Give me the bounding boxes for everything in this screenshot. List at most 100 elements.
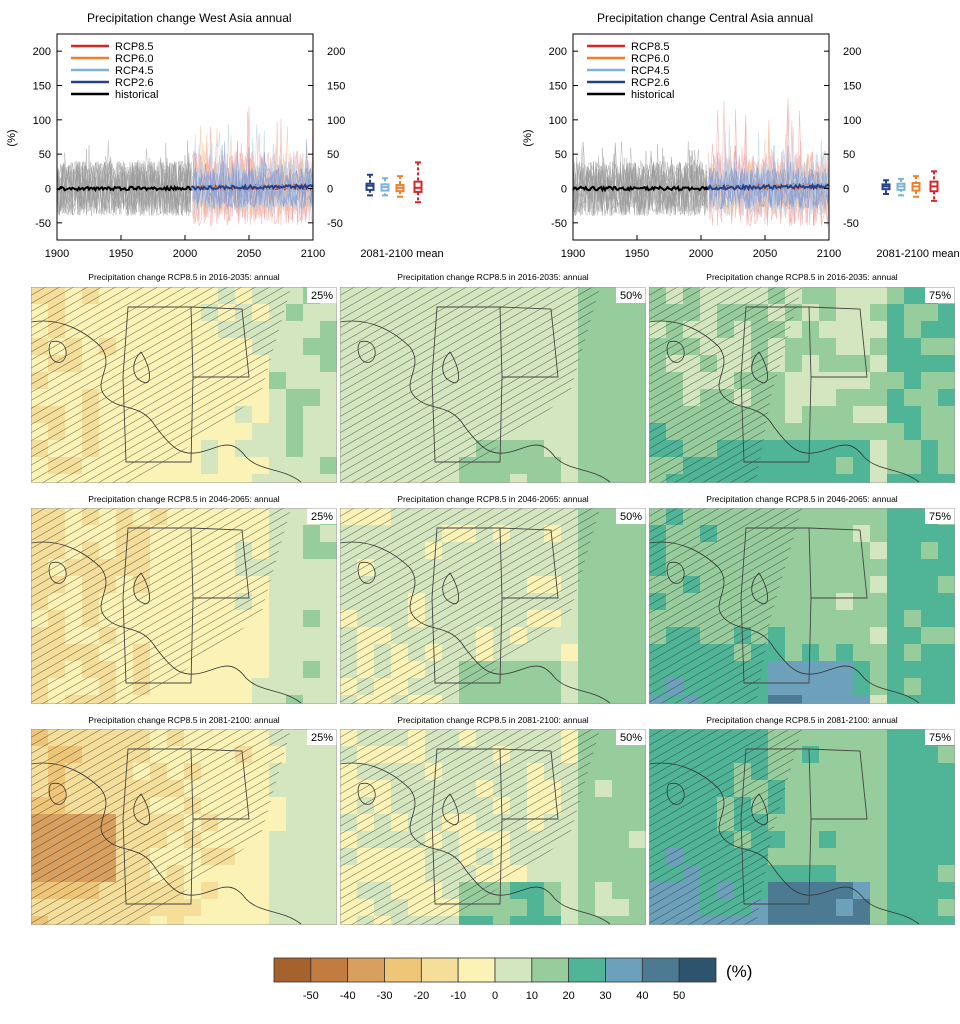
map-cell — [595, 287, 613, 305]
map-cell — [921, 763, 939, 781]
map-cell — [887, 882, 905, 900]
map-cell — [320, 406, 337, 424]
map-cell — [476, 457, 494, 475]
black-sea-outline — [666, 782, 685, 805]
map-cell — [870, 406, 888, 424]
map-cell — [303, 661, 321, 679]
map-cell — [476, 474, 494, 483]
map-cell — [819, 644, 837, 662]
map-cell — [802, 287, 820, 305]
map-cell — [887, 695, 905, 704]
map-cell — [870, 661, 888, 679]
map-cell — [853, 899, 871, 917]
map-cell — [252, 627, 270, 645]
map-cell — [167, 695, 185, 704]
map-cell — [938, 814, 955, 832]
map-cell — [286, 440, 304, 458]
map-cell — [785, 389, 803, 407]
map-cell — [921, 916, 939, 925]
map-title: Precipitation change RCP8.5 in 2081-2100… — [706, 715, 898, 725]
map-cell — [612, 916, 630, 925]
map-cell — [819, 321, 837, 339]
map-cell — [819, 865, 837, 883]
map-cell — [612, 389, 630, 407]
black-sea-outline — [666, 340, 685, 363]
map-cell — [887, 406, 905, 424]
map-cell — [802, 780, 820, 798]
map-cell — [629, 542, 646, 560]
map-panel: 25% — [31, 729, 337, 925]
map-cell — [629, 423, 646, 441]
map-cell — [802, 848, 820, 866]
map-cell — [768, 389, 786, 407]
map-cell — [921, 797, 939, 815]
legend-label: historical — [631, 89, 674, 101]
map-cell — [595, 576, 613, 594]
map-cell — [269, 797, 287, 815]
map-cell — [286, 644, 304, 662]
map-cell — [476, 695, 494, 704]
map-cell — [561, 916, 579, 925]
colorbar-tick-label: 20 — [563, 990, 575, 1002]
map-cell — [904, 627, 922, 645]
map-cell — [544, 916, 562, 925]
x-tick-label: 2000 — [173, 248, 197, 260]
map-cell — [629, 440, 646, 458]
map-cell — [853, 627, 871, 645]
map-cell — [527, 661, 545, 679]
boxplot-box — [413, 180, 423, 193]
map-cell — [819, 593, 837, 611]
map-cell — [612, 780, 630, 798]
map-cell — [578, 814, 596, 832]
map-cell — [320, 525, 337, 543]
map-cell — [870, 525, 888, 543]
map-cell — [578, 661, 596, 679]
map-cell — [887, 678, 905, 696]
map-cell — [629, 389, 646, 407]
percentile-label-bg — [307, 287, 337, 303]
map-cell — [595, 321, 613, 339]
map-cell — [201, 695, 219, 704]
map-cell — [286, 355, 304, 373]
map-cell — [802, 678, 820, 696]
map-cell — [544, 440, 562, 458]
map-cell — [819, 899, 837, 917]
map-cell — [819, 287, 837, 305]
map-cell — [785, 372, 803, 390]
map-cell — [870, 372, 888, 390]
map-cell — [320, 882, 337, 900]
map-cell — [870, 338, 888, 356]
map-cell — [459, 695, 477, 704]
map-cell — [870, 508, 888, 526]
map-cell — [235, 627, 253, 645]
map-cell — [802, 457, 820, 475]
map-cell — [527, 882, 545, 900]
map-cell — [836, 593, 854, 611]
map-cell — [595, 746, 613, 764]
map-cell — [768, 474, 786, 483]
map-cell — [612, 865, 630, 883]
map-cell — [303, 525, 321, 543]
boxplot-rcp60 — [395, 175, 405, 198]
map-cell — [904, 797, 922, 815]
map-cell — [819, 695, 837, 704]
map-cell — [612, 525, 630, 543]
map-cell — [785, 406, 803, 424]
map-cell — [578, 831, 596, 849]
map-cell — [612, 797, 630, 815]
map-cell — [938, 372, 955, 390]
map-cell — [527, 423, 545, 441]
map-cell — [303, 610, 321, 628]
map-cell — [836, 780, 854, 798]
map-cell — [836, 865, 854, 883]
map-cell — [870, 916, 888, 925]
map-cell — [836, 627, 854, 645]
black-sea-outline — [357, 340, 376, 363]
map-title: Precipitation change RCP8.5 in 2016-2035… — [397, 272, 589, 282]
colorbar-tick-label: 50 — [673, 990, 685, 1002]
map-cell — [320, 542, 337, 560]
map-cell — [938, 406, 955, 424]
map-cell — [921, 406, 939, 424]
map-cell — [235, 644, 253, 662]
map-cell — [819, 814, 837, 832]
